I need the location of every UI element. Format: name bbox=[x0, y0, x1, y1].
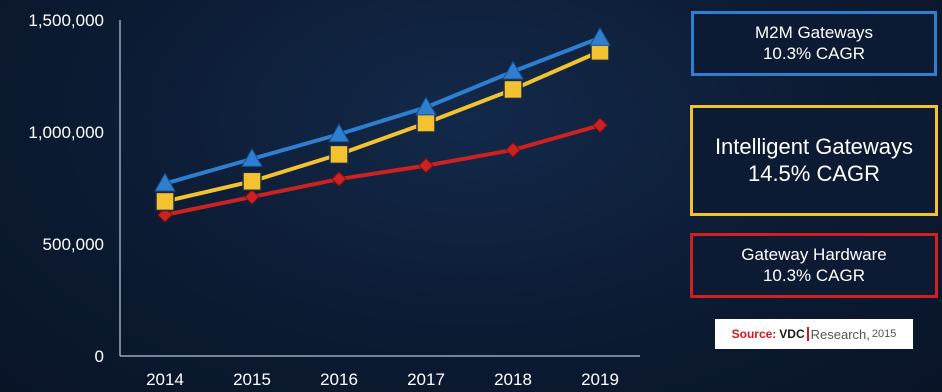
legend-intelligent-gateways: Intelligent Gateways 14.5% CAGR bbox=[690, 105, 938, 216]
x-tick-label: 2018 bbox=[494, 370, 532, 389]
data-point-gateway-hardware bbox=[418, 157, 434, 174]
legend-gateway-hardware: Gateway Hardware 10.3% CAGR bbox=[690, 233, 938, 298]
series-line-gateway-hardware bbox=[164, 123, 601, 217]
legend-m2m-gateways-name: M2M Gateways bbox=[754, 23, 874, 43]
source-year: 2015 bbox=[871, 328, 897, 340]
data-point-m2m-gateways bbox=[241, 147, 263, 167]
data-point-gateway-hardware bbox=[592, 117, 608, 133]
data-point-gateway-hardware bbox=[331, 171, 347, 187]
x-tick-label: 2016 bbox=[320, 370, 358, 389]
x-tick-label: 2017 bbox=[407, 370, 445, 389]
y-tick-label: 1,500,000 bbox=[28, 11, 104, 30]
legend-intelligent-gateways-cagr: 14.5% CAGR bbox=[747, 160, 881, 186]
source-org: Research, bbox=[810, 326, 870, 342]
series-line-intelligent-gateways bbox=[164, 49, 601, 204]
x-tick-label: 2019 bbox=[581, 370, 619, 389]
x-tick-label: 2015 bbox=[233, 370, 271, 389]
data-point-gateway-hardware bbox=[244, 189, 260, 205]
y-tick-label: 0 bbox=[95, 347, 104, 366]
data-point-m2m-gateways bbox=[502, 60, 524, 80]
legend-intelligent-gateways-name: Intelligent Gateways bbox=[714, 134, 914, 160]
data-point-m2m-gateways bbox=[154, 172, 176, 192]
data-point-m2m-gateways bbox=[589, 26, 611, 46]
source-credit: Source: VDC Research, 2015 bbox=[715, 319, 913, 349]
data-point-intelligent-gateways bbox=[416, 113, 436, 133]
data-point-intelligent-gateways bbox=[242, 171, 262, 192]
data-point-gateway-hardware bbox=[157, 207, 173, 223]
legend-gateway-hardware-name: Gateway Hardware bbox=[741, 245, 887, 265]
source-brand: VDC bbox=[779, 327, 809, 341]
legend-gateway-hardware-cagr: 10.3% CAGR bbox=[762, 265, 866, 285]
legend-m2m-gateways-cagr: 10.3% CAGR bbox=[762, 43, 866, 63]
source-label: Source: bbox=[731, 327, 777, 341]
data-point-m2m-gateways bbox=[415, 96, 437, 116]
data-point-intelligent-gateways bbox=[329, 144, 349, 165]
data-point-gateway-hardware bbox=[505, 142, 521, 158]
data-point-intelligent-gateways bbox=[503, 79, 523, 100]
x-tick-label: 2014 bbox=[146, 370, 184, 389]
series-line-m2m-gateways bbox=[164, 36, 601, 186]
legend-m2m-gateways: M2M Gateways 10.3% CAGR bbox=[691, 11, 937, 76]
y-tick-label: 500,000 bbox=[43, 235, 104, 254]
data-point-m2m-gateways bbox=[328, 123, 350, 143]
y-tick-label: 1,000,000 bbox=[28, 123, 104, 142]
data-point-intelligent-gateways bbox=[155, 191, 175, 212]
